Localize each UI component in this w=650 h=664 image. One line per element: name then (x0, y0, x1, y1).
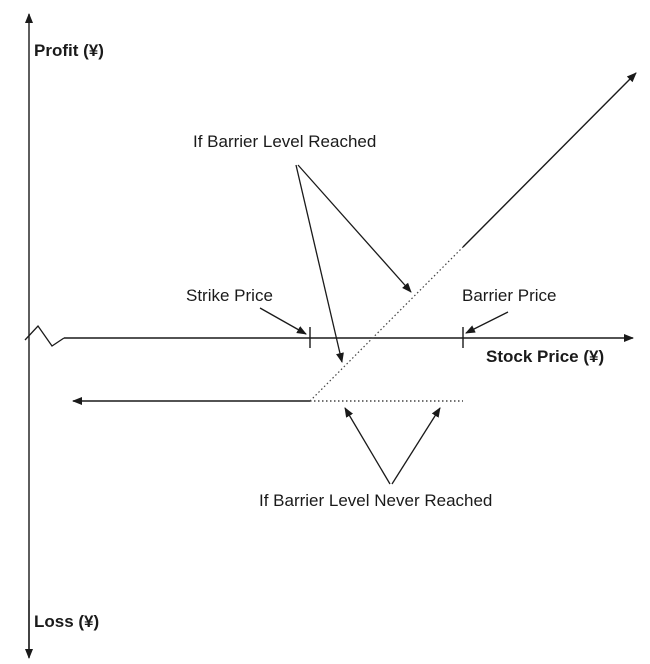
reached-pointer-right (297, 164, 412, 293)
profit-axis-label: Profit (¥) (34, 41, 104, 60)
stock-price-axis-label: Stock Price (¥) (486, 347, 605, 366)
never-pointer-left (344, 407, 391, 485)
strike-price-label: Strike Price (186, 286, 273, 305)
barrier-price-label: Barrier Price (462, 286, 557, 305)
axis-break-squiggle (24, 324, 65, 347)
loss-axis-label: Loss (¥) (34, 612, 100, 631)
payoff-profit-line (462, 72, 637, 248)
reached-pointer-left (295, 164, 344, 363)
reached-dotted-diagonal (309, 246, 464, 402)
never-pointer-right (391, 407, 441, 485)
barrier-reached-label: If Barrier Level Reached (193, 132, 377, 151)
barrier-never-reached-label: If Barrier Level Never Reached (259, 491, 493, 510)
barrier-pointer (465, 311, 509, 334)
strike-pointer (259, 307, 307, 335)
